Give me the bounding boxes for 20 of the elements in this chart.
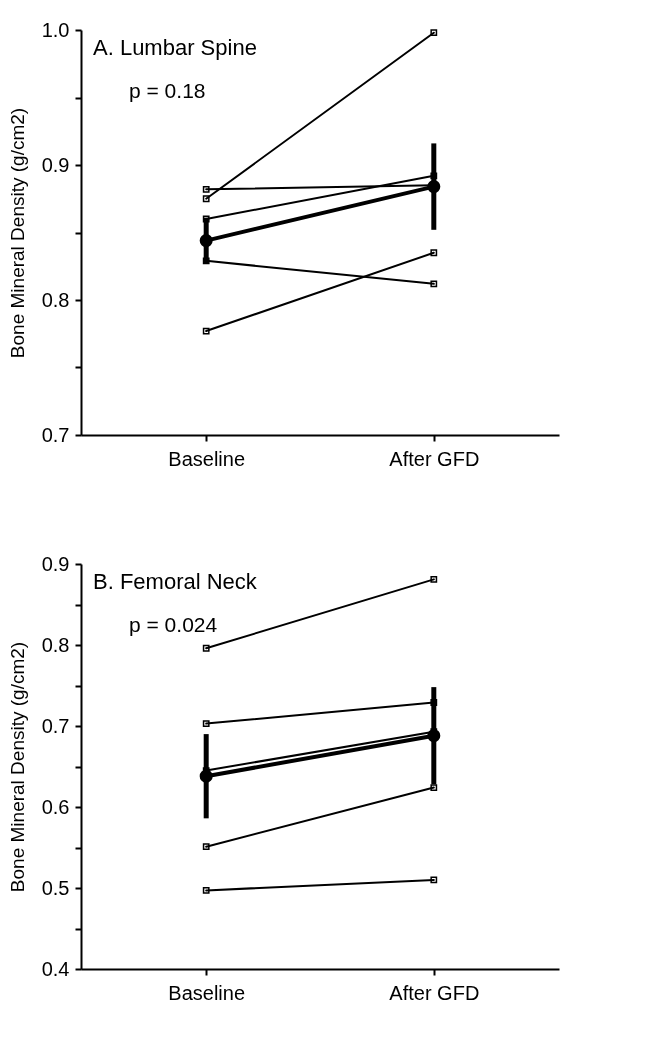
y-tick-label: 0.7 xyxy=(41,714,70,737)
y-tick-label: 0.8 xyxy=(41,288,70,311)
y-tick-label: 0.8 xyxy=(41,633,70,656)
y-tick-label: 0.7 xyxy=(41,423,70,446)
y-tick-label: 1.0 xyxy=(41,18,70,41)
y-tick-label: 0.6 xyxy=(41,795,70,818)
y-tick-label: 0.9 xyxy=(41,552,70,575)
y-axis-title: Bone Mineral Density (g/cm2) xyxy=(6,107,28,359)
annotation: p = 0.024 xyxy=(129,613,218,636)
x-tick-label: Baseline xyxy=(168,981,246,1004)
y-tick-label: 0.4 xyxy=(41,957,70,980)
x-tick-label: Baseline xyxy=(168,447,246,470)
x-tick-label: After GFD xyxy=(389,447,480,470)
chart-title: B. Femoral Neck xyxy=(93,569,258,594)
y-tick-label: 0.9 xyxy=(41,153,70,176)
chart-title: A. Lumbar Spine xyxy=(93,35,257,60)
y-tick-label: 0.5 xyxy=(41,876,70,899)
x-tick-label: After GFD xyxy=(389,981,480,1004)
y-axis-title: Bone Mineral Density (g/cm2) xyxy=(6,641,28,893)
annotation: p = 0.18 xyxy=(129,79,206,102)
